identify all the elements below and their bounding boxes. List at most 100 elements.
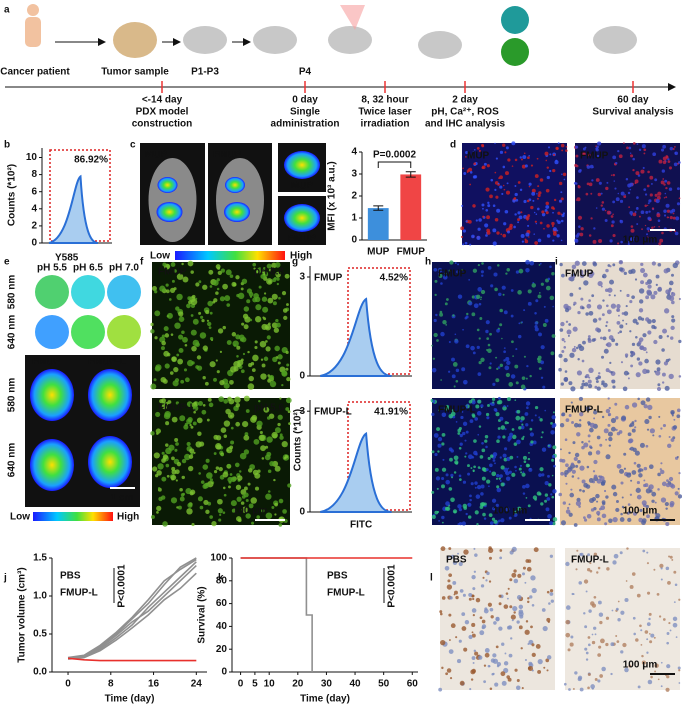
cell bbox=[650, 182, 653, 185]
cell bbox=[549, 295, 555, 301]
cell bbox=[649, 428, 655, 434]
step-text: pH, Ca²⁺, ROS bbox=[431, 107, 499, 118]
cell bbox=[619, 289, 622, 292]
cell bbox=[552, 211, 554, 214]
cell bbox=[223, 434, 228, 438]
image-label: FMUP-L bbox=[438, 405, 476, 416]
cell bbox=[174, 448, 178, 452]
cell bbox=[497, 396, 501, 400]
image-label: FMUP-L bbox=[565, 405, 603, 416]
well bbox=[35, 275, 69, 309]
cell bbox=[490, 178, 494, 182]
cell bbox=[564, 438, 568, 441]
cell bbox=[187, 296, 192, 301]
cell bbox=[567, 506, 570, 510]
cell bbox=[478, 425, 482, 428]
cell bbox=[588, 310, 594, 316]
cell bbox=[673, 162, 678, 167]
cell bbox=[674, 146, 676, 148]
cell bbox=[583, 518, 588, 522]
cell bbox=[181, 330, 185, 335]
cell bbox=[485, 208, 489, 212]
cell bbox=[458, 446, 462, 450]
cell bbox=[577, 459, 581, 464]
cell bbox=[662, 423, 667, 428]
cell bbox=[581, 382, 586, 387]
cell bbox=[508, 653, 513, 658]
cell bbox=[544, 493, 549, 497]
cell bbox=[196, 417, 203, 424]
cell bbox=[471, 575, 476, 580]
cell bbox=[635, 372, 641, 378]
cell bbox=[451, 357, 455, 362]
cell bbox=[598, 645, 602, 649]
cell bbox=[672, 262, 678, 269]
cell bbox=[671, 300, 675, 305]
cell bbox=[587, 672, 591, 677]
cell bbox=[184, 453, 191, 461]
cell bbox=[633, 632, 637, 636]
cell bbox=[623, 195, 627, 199]
cell bbox=[530, 575, 536, 581]
cell bbox=[521, 321, 524, 324]
cell bbox=[648, 210, 651, 213]
cell bbox=[472, 414, 476, 418]
cell bbox=[539, 221, 543, 225]
cell bbox=[647, 202, 650, 205]
cell bbox=[648, 415, 652, 420]
cell bbox=[514, 213, 517, 216]
cell bbox=[601, 382, 604, 386]
cell bbox=[527, 665, 534, 672]
cell bbox=[571, 264, 577, 270]
cell bbox=[541, 608, 546, 612]
cell bbox=[452, 314, 455, 317]
cell bbox=[598, 181, 602, 185]
cell bbox=[638, 340, 642, 345]
cell bbox=[521, 472, 526, 477]
cell bbox=[436, 487, 439, 490]
y-tick-label: 6 bbox=[31, 186, 37, 197]
cell bbox=[480, 357, 485, 362]
cell bbox=[577, 232, 581, 236]
cell bbox=[480, 298, 482, 301]
cell bbox=[241, 506, 249, 513]
cell bbox=[660, 427, 663, 430]
cell bbox=[606, 309, 612, 315]
panel-letter: e bbox=[4, 257, 10, 268]
cell bbox=[604, 209, 607, 212]
cell bbox=[606, 181, 609, 184]
cell bbox=[574, 452, 580, 458]
cell bbox=[596, 435, 601, 440]
cell bbox=[215, 466, 220, 470]
cell bbox=[545, 159, 548, 162]
cell bbox=[550, 421, 553, 425]
cell bbox=[603, 348, 609, 354]
cell bbox=[655, 359, 661, 365]
data-line bbox=[67, 657, 197, 662]
cell bbox=[501, 642, 505, 646]
cell bbox=[628, 664, 632, 668]
cell bbox=[240, 287, 244, 291]
cell bbox=[431, 344, 433, 347]
cell bbox=[616, 431, 621, 436]
cell bbox=[217, 508, 223, 514]
well bbox=[107, 315, 141, 349]
cell bbox=[562, 212, 565, 215]
cell bbox=[504, 471, 508, 474]
cell bbox=[285, 350, 289, 354]
cell bbox=[205, 509, 210, 515]
cell bbox=[248, 291, 254, 297]
cell bbox=[169, 287, 176, 293]
cell bbox=[186, 303, 191, 309]
cell bbox=[615, 428, 618, 432]
cell bbox=[645, 488, 651, 494]
cell bbox=[615, 607, 619, 611]
cell bbox=[164, 363, 170, 369]
cell bbox=[591, 603, 597, 608]
cell bbox=[552, 423, 557, 428]
cell bbox=[195, 282, 200, 287]
cell bbox=[669, 629, 672, 632]
cell bbox=[205, 458, 210, 463]
cell bbox=[593, 410, 598, 415]
cell bbox=[502, 293, 505, 296]
